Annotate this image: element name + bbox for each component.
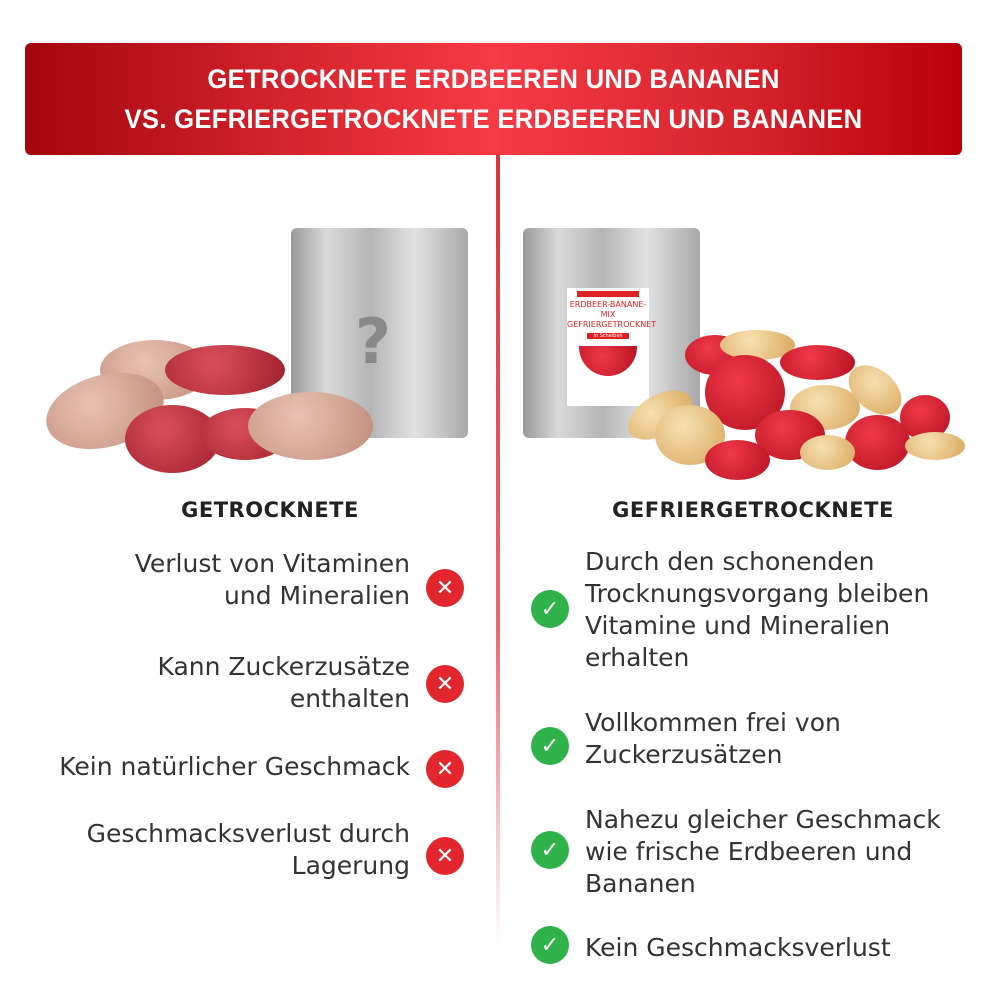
x-circle-icon: ✕: [426, 569, 464, 607]
list-item: Kein Geschmacksverlust: [585, 933, 891, 962]
list-item: Kann Zuckerzusätze enthalten: [157, 652, 411, 713]
title-line-2: VS. GEFRIERGETROCKNETE ERDBEEREN UND BAN…: [124, 104, 863, 134]
title-line-1: GETROCKNETE ERDBEEREN UND BANANEN: [207, 64, 780, 94]
x-circle-icon: ✕: [426, 665, 464, 703]
check-circle-icon: ✓: [531, 590, 569, 628]
check-circle-icon: ✓: [531, 831, 569, 869]
list-item: Durch den schonenden Trocknungsvorgang b…: [585, 547, 930, 672]
check-circle-icon: ✓: [531, 727, 569, 765]
list-item: Nahezu gleicher Geschmack wie frische Er…: [585, 805, 941, 898]
title-banner: GETROCKNETE ERDBEEREN UND BANANEN VS. GE…: [25, 43, 962, 155]
list-item: Geschmacksverlust durch Lagerung: [86, 819, 410, 880]
x-circle-icon: ✕: [426, 750, 464, 788]
right-heading: GEFRIERGETROCKNETE: [612, 498, 894, 522]
product-label: ERDBEER-BANANE-MIX GEFRIERGETROCKNET in …: [567, 288, 657, 406]
product-label-title: ERDBEER-BANANE-MIX GEFRIERGETROCKNET: [567, 300, 657, 329]
check-circle-icon: ✓: [531, 926, 569, 964]
left-heading: GETROCKNETE: [181, 498, 359, 522]
list-item: Vollkommen frei von Zuckerzusätzen: [585, 708, 841, 769]
divider: [496, 155, 500, 945]
x-circle-icon: ✕: [426, 837, 464, 875]
question-mark: ?: [355, 305, 391, 378]
product-label-subtitle: in Scheiben: [587, 333, 629, 339]
list-item: Verlust von Vitaminen und Mineralien: [134, 549, 410, 610]
list-item: Kein natürlicher Geschmack: [59, 752, 410, 781]
